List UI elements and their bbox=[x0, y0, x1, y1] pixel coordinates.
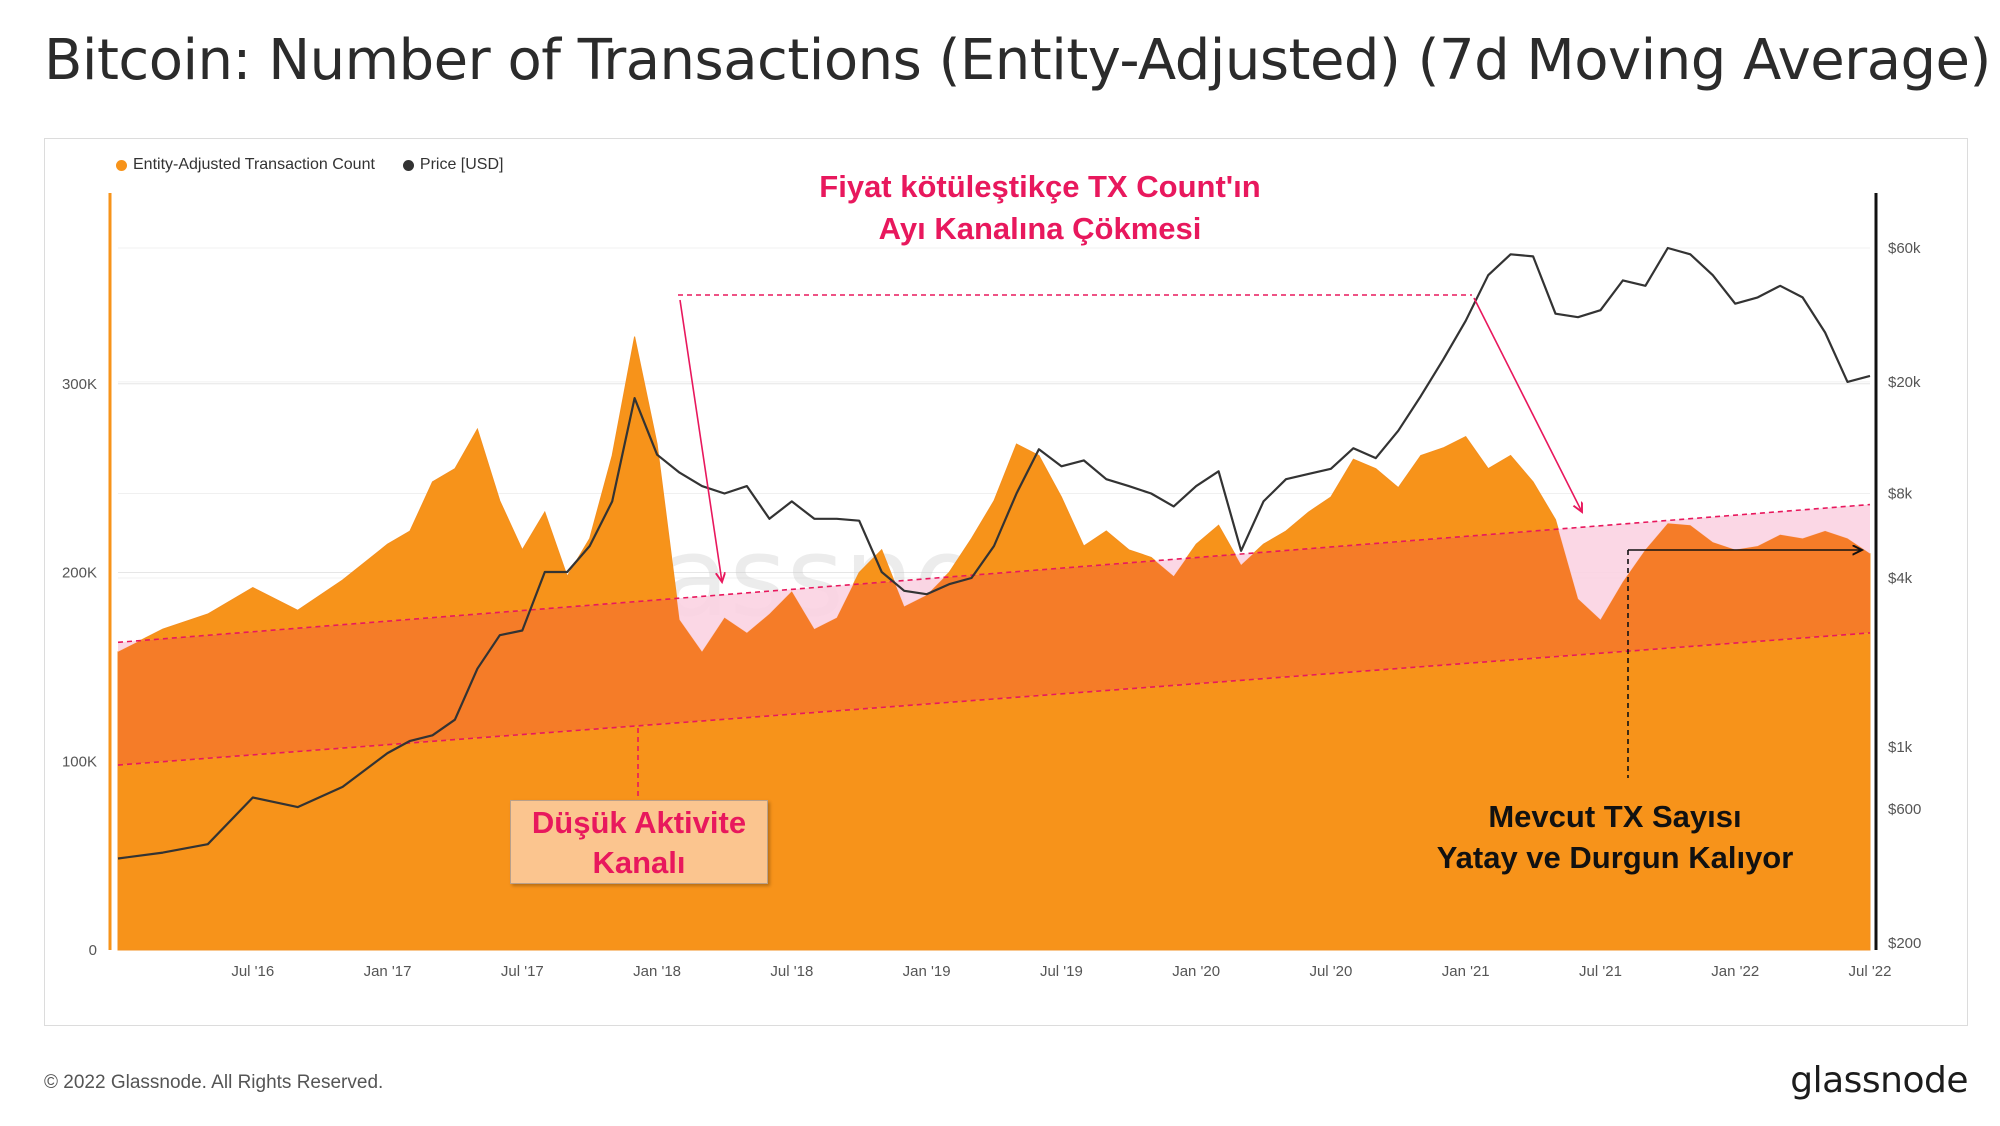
bear-arrow-left bbox=[679, 299, 722, 582]
price-layer bbox=[117, 246, 1871, 860]
x-tick-10: Jul '21 bbox=[1579, 963, 1622, 980]
legend-price-dot bbox=[402, 159, 414, 171]
chart-panel bbox=[44, 138, 1968, 1026]
y-right-tick-3: $4k bbox=[1888, 570, 1913, 587]
x-tick-7: Jan '20 bbox=[1172, 963, 1220, 980]
y-left-tick-1: 100K bbox=[62, 753, 97, 770]
y-right-tick-5: $20k bbox=[1888, 374, 1921, 391]
annotation-current-line1: Mevcut TX Sayısı bbox=[1488, 799, 1742, 834]
x-tick-4: Jul '18 bbox=[770, 963, 813, 980]
channel-lower-line bbox=[117, 632, 1871, 766]
x-tick-5: Jan '19 bbox=[903, 963, 951, 980]
x-tick-8: Jul '20 bbox=[1309, 963, 1352, 980]
y-right-tick-4: $8k bbox=[1888, 486, 1913, 503]
legend: Entity-Adjusted Transaction Count Price … bbox=[116, 156, 503, 174]
channel-upper-line bbox=[117, 503, 1871, 644]
y-right-tick-1: $600 bbox=[1888, 801, 1921, 818]
axes-layer: 0 100K 200K 300K $200 $600 $1k $4k $8k $20k $60k Ju… bbox=[62, 193, 1921, 980]
annotation-current-line2: Yatay ve Durgun Kalıyor bbox=[1436, 840, 1794, 875]
annotation-current-tx: Mevcut TX Sayısı Yatay ve Durgun Kalıyor bbox=[1390, 796, 1840, 878]
annotation-bear-line2: Ayı Kanalına Çökmesi bbox=[878, 211, 1202, 246]
legend-item-tx[interactable]: Entity-Adjusted Transaction Count bbox=[116, 156, 375, 174]
y-right-tick-6: $60k bbox=[1888, 240, 1921, 257]
x-tick-6: Jul '19 bbox=[1040, 963, 1083, 980]
y-left-tick-2: 200K bbox=[62, 565, 97, 582]
y-left-tick-0: 0 bbox=[89, 942, 97, 959]
legend-tx-dot bbox=[116, 159, 127, 171]
annotation-low-activity: Düşük Aktivite Kanalı bbox=[510, 800, 768, 884]
channel-fill bbox=[118, 504, 1870, 766]
y-right-tick-0: $200 bbox=[1888, 935, 1921, 952]
annotation-arrows bbox=[637, 294, 1862, 798]
x-tick-3: Jan '18 bbox=[633, 963, 681, 980]
x-tick-0: Jul '16 bbox=[231, 963, 274, 980]
bear-arrow-right bbox=[1473, 297, 1582, 512]
annotation-low-line1: Düşük Aktivite bbox=[531, 805, 747, 840]
x-tick-9: Jan '21 bbox=[1442, 963, 1490, 980]
y-left-tick-3: 300K bbox=[62, 376, 97, 393]
x-tick-11: Jan '22 bbox=[1711, 963, 1759, 980]
price-line bbox=[117, 246, 1871, 860]
annotation-bear-channel: Fiyat kötüleştikçe TX Count'ın Ayı Kanal… bbox=[745, 166, 1335, 250]
x-tick-1: Jan '17 bbox=[364, 963, 412, 980]
legend-tx-label: Entity-Adjusted Transaction Count bbox=[133, 156, 375, 173]
channel-layer bbox=[117, 503, 1871, 766]
x-tick-12: Jul '22 bbox=[1849, 963, 1892, 980]
annotation-bear-line1: Fiyat kötüleştikçe TX Count'ın bbox=[819, 169, 1261, 204]
legend-price-label: Price [USD] bbox=[419, 156, 504, 173]
footer-copyright: © 2022 Glassnode. All Rights Reserved. bbox=[44, 1072, 384, 1093]
legend-item-price[interactable]: Price [USD] bbox=[402, 156, 504, 174]
glassnode-logo[interactable]: glassnode bbox=[1790, 1060, 1968, 1101]
y-right-tick-2: $1k bbox=[1888, 739, 1913, 756]
page-title: Bitcoin: Number of Transactions (Entity-… bbox=[44, 28, 1991, 93]
annotation-low-line2: Kanalı bbox=[592, 845, 686, 880]
x-tick-2: Jul '17 bbox=[501, 963, 544, 980]
